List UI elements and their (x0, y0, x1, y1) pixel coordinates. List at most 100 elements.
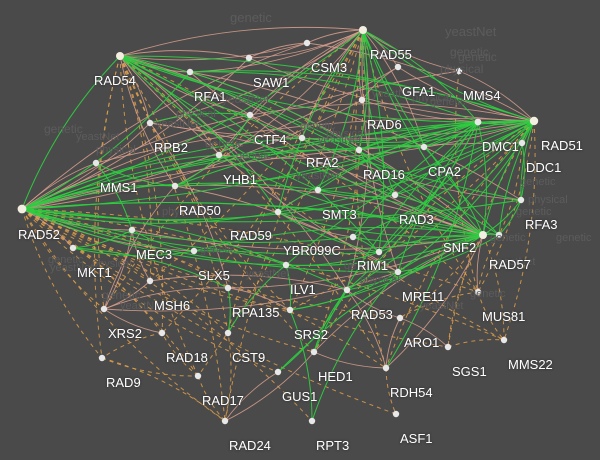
node-mms22[interactable] (500, 336, 508, 344)
edge-coexpression[interactable] (21, 199, 522, 223)
edge-genetic[interactable] (21, 208, 103, 359)
node-rad18[interactable] (158, 329, 166, 337)
node-csm3[interactable] (303, 39, 311, 47)
edge-genetic[interactable] (101, 357, 199, 377)
edge-genetic[interactable] (119, 55, 387, 369)
edge-coexpression[interactable] (285, 264, 292, 311)
edge-coexpression[interactable] (218, 154, 484, 236)
edge-genetic[interactable] (503, 120, 536, 341)
edge-genetic[interactable] (498, 142, 523, 236)
edge-physical[interactable] (346, 289, 387, 369)
node-rad53[interactable] (343, 286, 351, 294)
node-rad50[interactable] (171, 182, 179, 190)
node-rad6[interactable] (358, 96, 366, 104)
edge-coexpression[interactable] (21, 208, 287, 266)
edge-coexpression[interactable] (193, 250, 287, 266)
edge-genetic[interactable] (224, 29, 364, 422)
edge-genetic[interactable] (119, 55, 229, 334)
node-mus81[interactable] (474, 288, 482, 296)
edge-genetic[interactable] (197, 375, 226, 422)
edge-coexpression[interactable] (311, 271, 399, 422)
edge-physical[interactable] (119, 26, 364, 57)
edge-coexpression[interactable] (358, 149, 396, 196)
node-aro1[interactable] (396, 314, 404, 322)
edge-coexpression[interactable] (352, 120, 535, 238)
edge-coexpression[interactable] (378, 120, 535, 253)
edge-coexpression[interactable] (149, 112, 251, 124)
edge-physical[interactable] (103, 271, 399, 312)
edge-coexpression[interactable] (277, 289, 348, 373)
node-srs2[interactable] (286, 306, 294, 314)
edge-genetic[interactable] (149, 29, 364, 282)
node-ctf4[interactable] (246, 111, 254, 119)
node-mms4[interactable] (455, 67, 463, 75)
edge-coexpression[interactable] (119, 55, 380, 253)
edge-coexpression[interactable] (289, 309, 313, 422)
node-rpa135[interactable] (224, 284, 232, 292)
edge-coexpression[interactable] (498, 199, 522, 236)
node-cst9[interactable] (224, 329, 232, 337)
edge-coexpression[interactable] (423, 120, 535, 148)
edge-physical[interactable] (346, 289, 401, 319)
edge-physical[interactable] (224, 351, 315, 422)
edge-genetic[interactable] (103, 29, 364, 310)
edge-coexpression[interactable] (346, 121, 479, 291)
edge-genetic[interactable] (161, 29, 364, 334)
edge-physical[interactable] (306, 42, 535, 122)
edge-physical[interactable] (385, 234, 484, 369)
node-ilv1[interactable] (282, 261, 290, 269)
edge-coexpression[interactable] (317, 189, 396, 198)
edge-coexpression[interactable] (95, 162, 133, 231)
edge-coexpression[interactable] (189, 71, 479, 123)
edge-coexpression[interactable] (119, 55, 535, 122)
edge-genetic[interactable] (21, 208, 229, 334)
edge-coexpression[interactable] (119, 55, 319, 191)
edge-coexpression[interactable] (119, 55, 396, 196)
edge-physical[interactable] (362, 29, 460, 72)
edge-genetic[interactable] (21, 208, 505, 341)
edge-physical[interactable] (103, 308, 163, 334)
edge-coexpression[interactable] (423, 146, 484, 236)
edge-genetic[interactable] (21, 208, 479, 293)
edge-genetic[interactable] (161, 332, 199, 377)
edge-genetic[interactable] (477, 120, 535, 293)
edge-physical[interactable] (249, 114, 484, 236)
edge-genetic[interactable] (385, 367, 397, 415)
edge-genetic[interactable] (289, 120, 535, 311)
node-rad52[interactable] (17, 204, 27, 214)
edge-coexpression[interactable] (131, 229, 195, 252)
edge-physical[interactable] (385, 317, 401, 369)
edge-coexpression[interactable] (227, 264, 287, 334)
edge-coexpression[interactable] (477, 121, 487, 236)
node-rim1[interactable] (375, 248, 383, 256)
edge-coexpression[interactable] (520, 120, 535, 201)
node-rad54[interactable] (116, 52, 124, 60)
edge-coexpression[interactable] (358, 120, 535, 151)
edge-genetic[interactable] (447, 120, 535, 348)
edge-coexpression[interactable] (189, 70, 535, 122)
edge-coexpression[interactable] (285, 120, 535, 266)
edge-physical[interactable] (119, 55, 151, 124)
edge-genetic[interactable] (94, 55, 121, 359)
edge-physical[interactable] (313, 351, 387, 369)
edge-coexpression[interactable] (218, 114, 251, 156)
edge-coexpression[interactable] (520, 142, 525, 201)
edge-coexpression[interactable] (397, 234, 500, 273)
edge-physical[interactable] (149, 122, 229, 289)
edge-genetic[interactable] (21, 208, 279, 373)
edge-genetic[interactable] (119, 55, 152, 282)
edge-genetic[interactable] (119, 55, 199, 377)
node-rpt3[interactable] (308, 417, 316, 425)
edge-coexpression[interactable] (21, 194, 396, 221)
edge-coexpression[interactable] (72, 229, 133, 249)
edge-genetic[interactable] (101, 332, 163, 359)
edge-physical[interactable] (306, 29, 364, 44)
edge-genetic[interactable] (313, 29, 365, 353)
edge-coexpression[interactable] (385, 121, 479, 369)
edge-genetic[interactable] (21, 208, 313, 422)
node-rad3[interactable] (391, 191, 399, 199)
edge-genetic[interactable] (224, 332, 232, 422)
edge-genetic[interactable] (447, 234, 484, 348)
edge-physical[interactable] (21, 99, 363, 210)
edge-genetic[interactable] (197, 29, 364, 377)
